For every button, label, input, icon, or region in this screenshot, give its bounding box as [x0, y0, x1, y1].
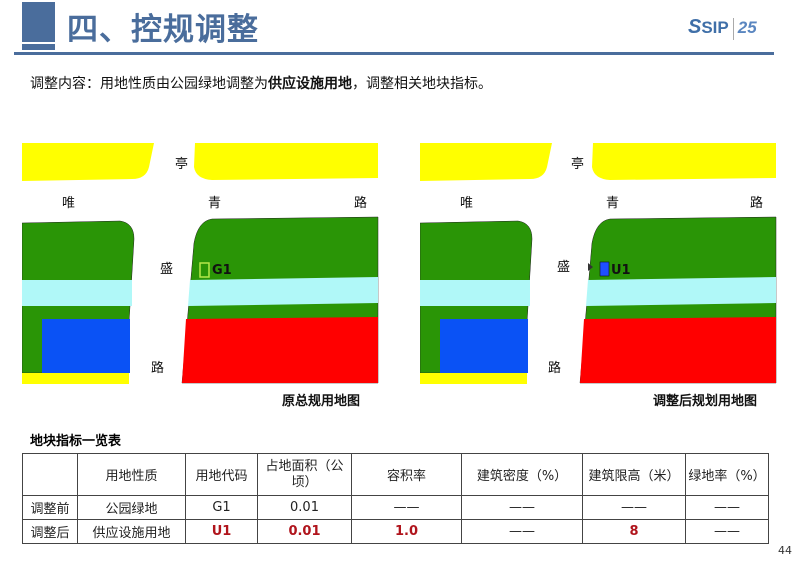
- yellow-parcel: [22, 143, 154, 181]
- header-divider: [14, 52, 774, 55]
- cyan-band: [420, 280, 530, 306]
- road-label: 唯: [460, 196, 473, 211]
- cyan-band: [22, 280, 132, 306]
- parcel-code-label: G1: [212, 263, 232, 278]
- road-label: 亭: [571, 156, 584, 172]
- title-accent-bar: [22, 2, 55, 42]
- cyan-band: [188, 277, 378, 306]
- sip-logo: SSIP 25: [688, 16, 757, 40]
- road-label: 盛: [557, 260, 570, 275]
- road-label: 路: [750, 195, 763, 211]
- road-label: 路: [354, 195, 367, 211]
- road-label: 唯: [62, 196, 75, 211]
- yellow-parcel: [194, 143, 378, 180]
- map-caption-adjusted: 调整后规划用地图: [653, 394, 758, 409]
- yellow-parcel: [592, 143, 776, 180]
- road-label: 盛: [160, 262, 173, 277]
- road-label: 路: [548, 360, 561, 376]
- page-title: 四、控规调整: [67, 12, 259, 48]
- road-label: 亭: [175, 156, 188, 172]
- yellow-parcel: [420, 373, 527, 384]
- road-label: 青: [606, 196, 619, 211]
- g1-parcel-outline: [199, 262, 210, 278]
- u1-parcel: [599, 261, 610, 277]
- parcel-indicators-table: 用地性质 用地代码 占地面积（公顷） 容积率 建筑密度（%） 建筑限高（米） 绿…: [22, 453, 769, 544]
- table-row: 调整后 供应设施用地 U1 0.01 1.0 —— 8 ——: [22, 519, 769, 544]
- table-title: 地块指标一览表: [30, 434, 122, 449]
- parcel-code-label: U1: [611, 263, 631, 278]
- cyan-band: [586, 277, 776, 306]
- marker-triangle-icon: [588, 263, 593, 271]
- title-accent-bar-lower: [22, 44, 55, 50]
- blue-parcel: [42, 319, 130, 373]
- red-parcel: [182, 317, 378, 383]
- table-header-row: 用地性质 用地代码 占地面积（公顷） 容积率 建筑密度（%） 建筑限高（米） 绿…: [22, 453, 769, 496]
- road-label: 青: [208, 196, 221, 211]
- table-row: 调整前 公园绿地 G1 0.01 —— —— —— ——: [22, 495, 769, 520]
- original-landuse-map: G1 亭 唯 青 路 盛 路: [22, 143, 379, 384]
- page-number: 44: [778, 544, 792, 557]
- yellow-parcel: [420, 143, 552, 181]
- blue-parcel: [440, 319, 528, 373]
- yellow-parcel: [22, 373, 129, 384]
- adjusted-landuse-map: U1 亭 唯 青 路 盛 路: [420, 143, 777, 384]
- adjustment-description: 调整内容：用地性质由公园绿地调整为供应设施用地，调整相关地块指标。: [30, 76, 492, 92]
- red-parcel: [580, 317, 776, 383]
- road-label: 路: [151, 360, 164, 376]
- map-caption-original: 原总规用地图: [282, 394, 361, 409]
